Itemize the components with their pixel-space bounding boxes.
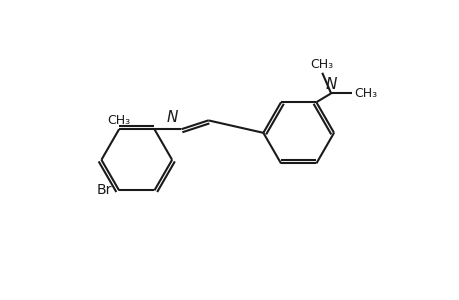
Text: CH₃: CH₃ [353, 87, 376, 100]
Text: N: N [166, 110, 177, 125]
Text: CH₃: CH₃ [107, 114, 130, 127]
Text: N: N [325, 77, 336, 92]
Text: CH₃: CH₃ [310, 58, 333, 71]
Text: Br: Br [96, 183, 112, 197]
